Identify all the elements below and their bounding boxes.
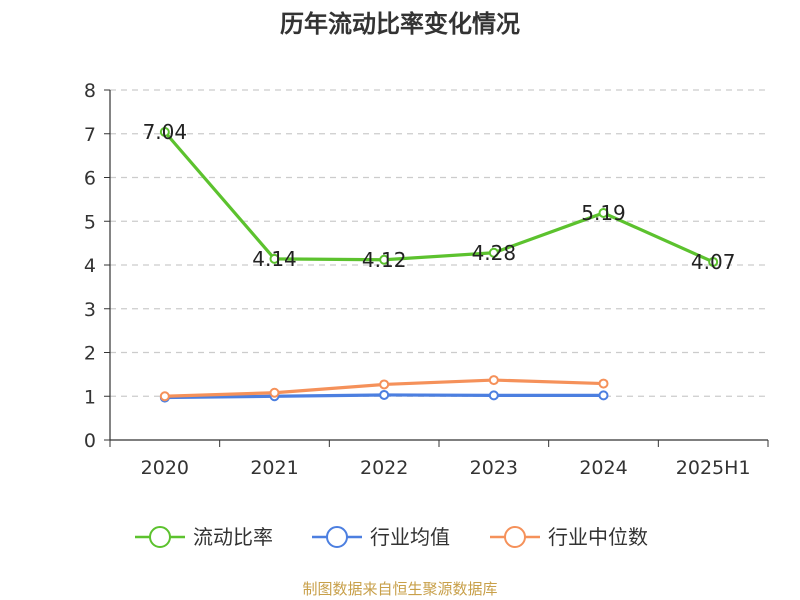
y-tick-label: 6 [84,168,96,190]
data-point [159,391,170,402]
y-tick-label: 0 [84,430,96,452]
y-tick-label: 8 [84,80,96,102]
data-label: 4.14 [252,247,297,271]
data-label: 4.07 [691,250,736,274]
data-label: 7.04 [143,120,188,144]
data-point [598,390,609,401]
data-point [379,379,390,390]
y-tick-label: 1 [84,386,96,408]
legend-label: 行业均值 [370,525,450,549]
y-tick-label: 3 [84,299,96,321]
data-label: 4.28 [472,241,517,265]
data-point [488,247,499,258]
x-tick-label: 2022 [360,457,408,479]
data-labels: 7.04 4.14 4.12 4.28 5.19 4.07 [143,120,736,274]
data-point [708,256,719,267]
data-label: 5.19 [581,201,626,225]
data-point [379,389,390,400]
data-point [488,390,499,401]
x-tick-label: 2024 [579,457,627,479]
legend-label: 行业中位数 [548,525,648,549]
legend-swatch-marker [326,526,348,548]
x-tick-label: 2021 [250,457,298,479]
y-tick-label: 4 [84,255,96,277]
data-point [598,378,609,389]
legend-label: 流动比率 [193,525,273,549]
data-label: 4.12 [362,248,407,272]
legend: 流动比率 行业均值 行业中位数 [135,525,648,549]
series-line-0 [163,130,714,264]
y-tick-label: 5 [84,211,96,233]
y-tick-label: 7 [84,124,96,146]
data-point [269,253,280,264]
legend-swatch-marker [504,526,526,548]
data-point [598,207,609,218]
y-tick-label: 2 [84,343,96,365]
data-point [488,375,499,386]
series [159,127,719,403]
data-point [159,127,170,137]
data-point [379,254,390,265]
axes: 0 1 2 3 4 5 6 7 8 2020 2021 2022 2023 2024 2025H1 [84,80,769,479]
x-tick-label: 2025H1 [676,457,751,479]
chart-title: 历年流动比率变化情况 [280,10,520,38]
x-tick-label: 2023 [470,457,518,479]
data-point [269,387,280,398]
legend-swatch-marker [149,526,171,548]
x-tick-label: 2020 [141,457,189,479]
source-note: 制图数据来自恒生聚源数据库 [302,580,497,598]
